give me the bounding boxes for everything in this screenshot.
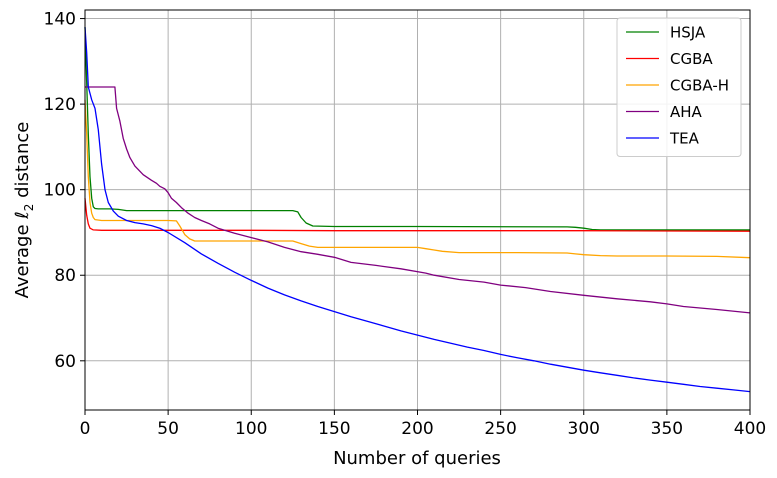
legend-box <box>616 17 742 157</box>
legend-label: AHA <box>670 103 703 121</box>
axis-ticks: 0 50 100 150 200 250 300 350 400 60 80 100 120 140 <box>44 10 767 439</box>
series-line-cgba <box>84 198 751 232</box>
series-line-cgba-h <box>84 99 751 259</box>
x-tick-label: 350 <box>651 419 683 439</box>
legend-label: CGBA <box>670 50 713 68</box>
legend-label: HSJA <box>670 24 706 42</box>
y-tick-label: 120 <box>44 95 76 115</box>
y-tick-label: 140 <box>44 10 76 30</box>
y-tick-label: 100 <box>44 181 76 201</box>
series-line-tea <box>84 27 751 393</box>
series-line-aha <box>85 86 751 314</box>
legend-label: CGBA-H <box>670 77 729 95</box>
y-tick-label: 60 <box>54 352 76 372</box>
x-axis-title: Number of queries <box>333 448 501 469</box>
legend-label: TEA <box>669 130 700 148</box>
x-tick-label: 250 <box>484 419 516 439</box>
x-tick-label: 150 <box>318 419 350 439</box>
y-axis-title: Average ℓ2 distance <box>12 122 36 299</box>
x-tick-label: 300 <box>568 419 600 439</box>
x-tick-label: 100 <box>235 419 267 439</box>
x-tick-label: 0 <box>80 419 91 439</box>
series-lines <box>84 27 751 393</box>
y-tick-label: 80 <box>54 266 76 286</box>
x-tick-label: 400 <box>734 419 766 439</box>
series-line-hsja <box>84 27 750 231</box>
x-tick-label: 50 <box>157 419 179 439</box>
x-tick-label: 200 <box>401 419 433 439</box>
legend: HSJA CGBA CGBA-H AHA TEA <box>616 17 742 157</box>
